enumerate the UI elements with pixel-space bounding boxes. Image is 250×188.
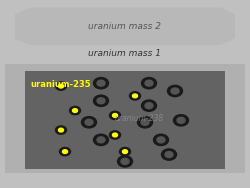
Circle shape bbox=[162, 149, 176, 160]
Text: uranium-235: uranium-235 bbox=[30, 80, 90, 89]
Circle shape bbox=[168, 85, 182, 97]
Circle shape bbox=[58, 84, 64, 88]
Circle shape bbox=[165, 152, 173, 158]
Circle shape bbox=[94, 77, 108, 89]
Circle shape bbox=[60, 147, 70, 156]
Circle shape bbox=[130, 92, 140, 100]
Circle shape bbox=[154, 134, 168, 146]
Circle shape bbox=[120, 147, 130, 156]
Circle shape bbox=[72, 109, 78, 112]
Circle shape bbox=[132, 94, 138, 98]
Circle shape bbox=[82, 117, 96, 128]
Circle shape bbox=[171, 88, 179, 94]
Circle shape bbox=[70, 106, 80, 115]
Circle shape bbox=[141, 119, 149, 125]
Circle shape bbox=[85, 119, 93, 125]
Circle shape bbox=[94, 95, 108, 106]
Circle shape bbox=[94, 134, 108, 146]
Circle shape bbox=[118, 156, 132, 167]
Circle shape bbox=[56, 126, 66, 134]
Polygon shape bbox=[15, 8, 235, 45]
Circle shape bbox=[58, 128, 64, 132]
Circle shape bbox=[97, 98, 105, 104]
Text: uranium-238: uranium-238 bbox=[115, 114, 164, 123]
Bar bbox=[25, 71, 225, 169]
Circle shape bbox=[142, 77, 156, 89]
Circle shape bbox=[97, 80, 105, 86]
Text: uranium mass 1: uranium mass 1 bbox=[88, 49, 162, 58]
Circle shape bbox=[157, 137, 165, 143]
Circle shape bbox=[112, 133, 117, 137]
Circle shape bbox=[110, 131, 120, 139]
Circle shape bbox=[110, 111, 120, 120]
Circle shape bbox=[121, 158, 129, 164]
Circle shape bbox=[177, 117, 185, 123]
Circle shape bbox=[56, 82, 66, 90]
Text: uranium mass 2: uranium mass 2 bbox=[88, 22, 162, 31]
Circle shape bbox=[174, 115, 188, 126]
Bar bbox=[5, 64, 245, 173]
Circle shape bbox=[138, 117, 152, 128]
Circle shape bbox=[112, 114, 117, 117]
Circle shape bbox=[97, 137, 105, 143]
Circle shape bbox=[122, 150, 128, 153]
Circle shape bbox=[145, 103, 153, 109]
Circle shape bbox=[62, 150, 68, 153]
Circle shape bbox=[145, 80, 153, 86]
Circle shape bbox=[142, 100, 156, 111]
